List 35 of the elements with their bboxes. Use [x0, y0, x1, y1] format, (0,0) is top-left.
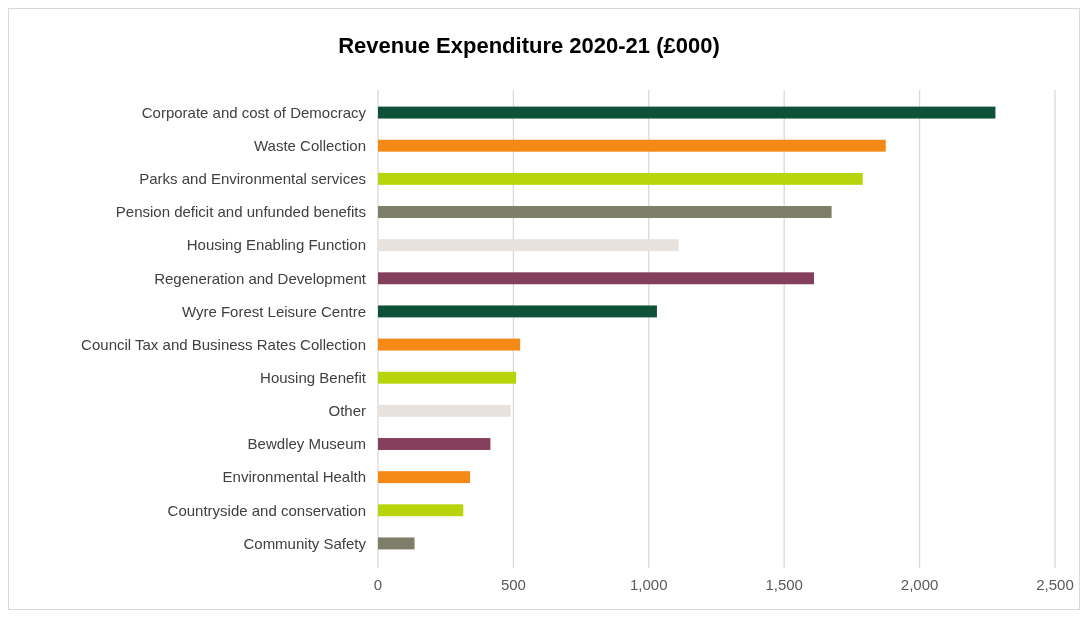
y-tick-label: Environmental Health — [222, 468, 366, 486]
y-tick-label: Waste Collection — [254, 136, 366, 154]
bar — [378, 371, 517, 384]
y-tick-label: Corporate and cost of Democracy — [141, 103, 367, 121]
y-tick-label: Bewdley Museum — [247, 435, 366, 453]
x-tick-label: 2,500 — [1036, 576, 1074, 593]
y-tick-label: Pension deficit and unfunded benefits — [115, 203, 366, 221]
bar — [378, 272, 814, 285]
y-tick-label: Community Safety — [243, 534, 367, 552]
y-tick-label: Regeneration and Development — [154, 269, 367, 287]
bar — [378, 471, 471, 484]
y-tick-label: Council Tax and Business Rates Collection — [81, 335, 366, 353]
bar — [378, 504, 464, 517]
bar — [378, 139, 886, 152]
bar — [378, 239, 679, 252]
y-tick-label: Parks and Environmental services — [139, 170, 366, 188]
bar — [378, 537, 415, 550]
bar — [378, 438, 491, 450]
x-tick-label: 500 — [500, 576, 526, 593]
bar — [378, 172, 863, 185]
y-tick-label: Housing Benefit — [260, 368, 367, 386]
x-tick-label: 1,500 — [765, 576, 803, 593]
x-tick-label: 2,000 — [900, 576, 939, 593]
bar — [378, 206, 832, 218]
x-tick-label: 0 — [373, 576, 383, 593]
bar — [378, 404, 511, 417]
x-tick-label: 1,000 — [630, 576, 668, 593]
y-tick-label: Wyre Forest Leisure Centre — [181, 302, 366, 320]
y-tick-label: Countryside and conservation — [167, 501, 366, 519]
y-tick-label: Other — [328, 402, 366, 420]
bar — [378, 106, 996, 119]
bar — [378, 338, 521, 351]
bar — [378, 305, 657, 318]
chart-title: Revenue Expenditure 2020-21 (£000) — [338, 33, 720, 58]
y-tick-label: Housing Enabling Function — [186, 236, 366, 254]
